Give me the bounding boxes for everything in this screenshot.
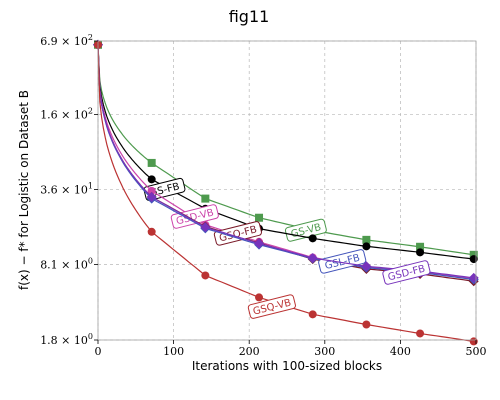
chart-title: fig11 xyxy=(229,7,270,26)
series-label: GSD-FB xyxy=(382,260,431,285)
data-point xyxy=(255,213,264,222)
data-point xyxy=(201,271,210,280)
y-tick-mantissa: 1.8 xyxy=(40,334,58,347)
series-label: GSL-FB xyxy=(318,249,367,274)
data-point xyxy=(362,235,371,244)
data-point xyxy=(147,227,156,236)
series-label: GSQ-FB xyxy=(213,221,262,246)
y-axis-label: f(x) − f* for Logistic on Dataset B xyxy=(17,90,31,290)
y-tick-times: × 10 xyxy=(58,35,88,48)
x-tick-label: 500 xyxy=(466,345,487,358)
series-label: GS-VB xyxy=(284,218,327,242)
data-point xyxy=(201,194,210,203)
data-point xyxy=(469,255,478,264)
y-tick-label: 8.1 × 100 xyxy=(40,256,93,271)
series-gsq-vb: GSQ-VB xyxy=(94,40,478,346)
y-tick-label: 6.9 × 102 xyxy=(40,33,93,48)
y-tick-mantissa: 1.6 xyxy=(40,108,58,121)
x-tick-label: 0 xyxy=(95,345,102,358)
data-point xyxy=(147,175,156,184)
y-tick-mantissa: 6.9 xyxy=(40,35,58,48)
series-gs-vb: GS-VB xyxy=(94,40,478,259)
y-tick-label: 1.6 × 102 xyxy=(40,106,93,121)
x-tick-label: 100 xyxy=(163,345,184,358)
x-axis-label: Iterations with 100-sized blocks xyxy=(192,359,382,373)
data-point xyxy=(307,253,318,264)
plot-frame xyxy=(97,40,477,341)
y-tick-label: 1.8 × 100 xyxy=(40,332,93,347)
x-tick-label: 300 xyxy=(314,345,335,358)
data-point xyxy=(200,222,211,233)
data-point xyxy=(362,320,371,329)
y-tick-times: × 10 xyxy=(58,334,88,347)
x-tick-label: 400 xyxy=(390,345,411,358)
y-tick-exponent: 2 xyxy=(88,106,93,115)
series-label: GSQ-VB xyxy=(247,294,296,319)
series-line xyxy=(97,44,474,342)
y-tick-mantissa: 8.1 xyxy=(40,258,58,271)
data-point xyxy=(146,191,157,202)
y-tick-exponent: 2 xyxy=(88,33,93,42)
series-label-box xyxy=(318,249,367,274)
series-line xyxy=(97,44,474,256)
data-point xyxy=(147,186,156,195)
series-label-box xyxy=(247,294,296,319)
data-point xyxy=(416,248,425,257)
y-tick-exponent: 0 xyxy=(88,332,93,341)
y-tick-times: × 10 xyxy=(58,183,88,196)
data-point xyxy=(362,242,371,251)
y-tick-label: 3.6 × 101 xyxy=(40,181,93,196)
y-tick-times: × 10 xyxy=(58,108,88,121)
series-label-box xyxy=(213,221,262,246)
data-point xyxy=(416,329,425,338)
y-tick-times: × 10 xyxy=(58,258,88,271)
series-line xyxy=(97,44,474,260)
data-point xyxy=(308,310,317,319)
data-point xyxy=(147,158,156,167)
data-point xyxy=(416,242,425,251)
y-tick-exponent: 0 xyxy=(88,256,93,265)
data-point xyxy=(308,234,317,243)
data-point xyxy=(469,250,478,259)
x-tick-label: 200 xyxy=(239,345,260,358)
y-tick-mantissa: 3.6 xyxy=(40,183,58,196)
series-label-box xyxy=(382,260,431,285)
data-point xyxy=(361,261,372,272)
y-tick-exponent: 1 xyxy=(88,181,93,190)
data-point xyxy=(254,238,265,249)
data-point xyxy=(255,293,264,302)
series-gsd-fb: GSD-FB xyxy=(93,39,479,285)
